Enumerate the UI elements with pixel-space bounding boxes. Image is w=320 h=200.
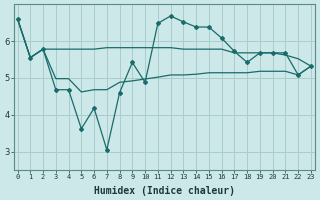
X-axis label: Humidex (Indice chaleur): Humidex (Indice chaleur): [94, 186, 235, 196]
